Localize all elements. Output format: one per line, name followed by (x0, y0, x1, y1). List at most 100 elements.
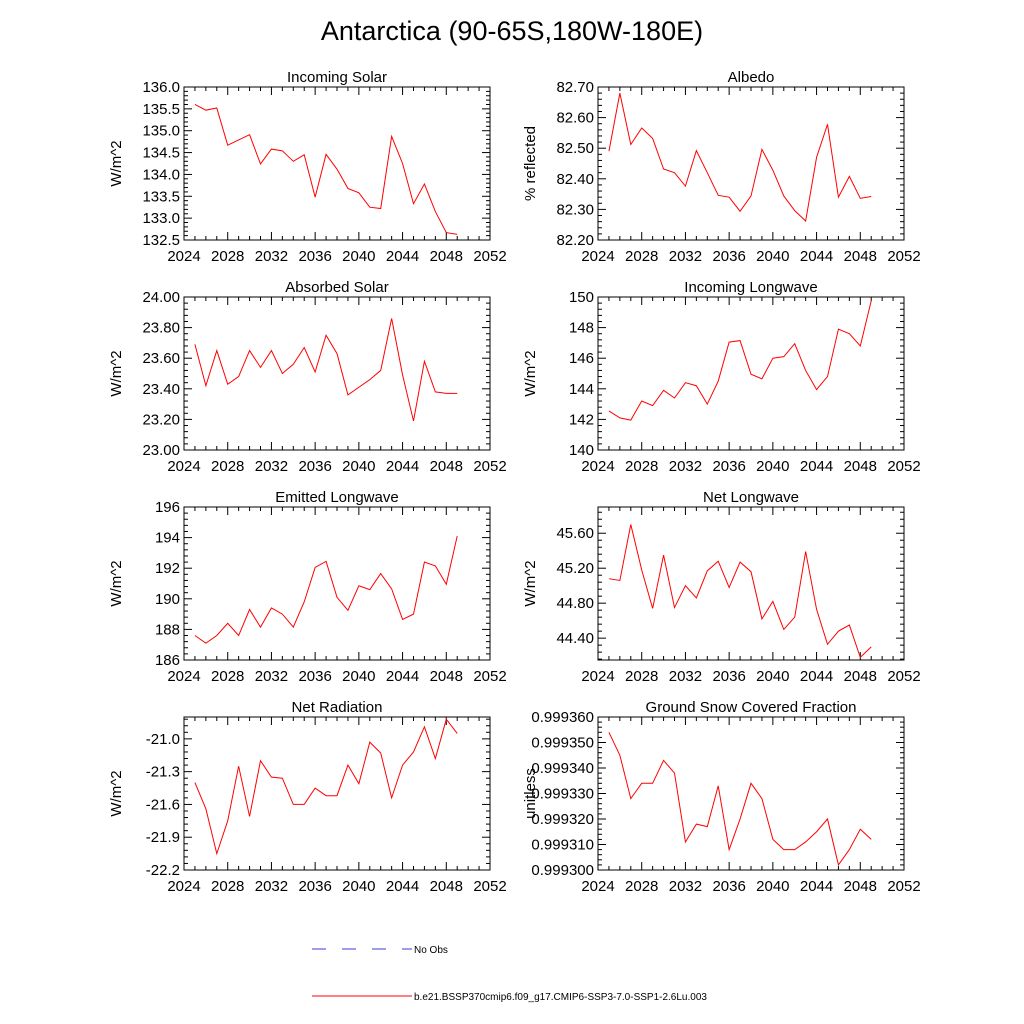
x-tick-label: 2052 (473, 458, 506, 475)
panel-title: Incoming Longwave (684, 279, 817, 296)
panel-net-radiation: Net Radiation W/m^2 2024 2028 2032 2036 2040 20… (108, 699, 507, 895)
x-tick-label: 2052 (887, 248, 920, 265)
x-tick-label: 2044 (386, 248, 419, 265)
y-axis-label: W/m^2 (108, 350, 125, 396)
x-tick-label: 2032 (669, 878, 702, 895)
page-title: Antarctica (90-65S,180W-180E) (321, 16, 703, 46)
plot-frame (597, 716, 905, 871)
panel-incoming-solar: Incoming Solar W/m^2 2024 2028 2032 2036 2040 2… (108, 69, 507, 265)
y-axis-label: W/m^2 (108, 560, 125, 606)
x-tick-label: 2044 (800, 668, 833, 685)
y-tick-label: 148 (569, 320, 594, 337)
x-tick-label: 2036 (298, 458, 331, 475)
x-tick-label: 2032 (255, 458, 288, 475)
plot-frame (183, 506, 491, 661)
x-tick-label: 2040 (756, 668, 789, 685)
panel-title: Albedo (728, 69, 775, 86)
x-tick-label: 2028 (211, 878, 244, 895)
chart-panels: Incoming Solar W/m^2 2024 2028 2032 2036 2040 2… (108, 69, 921, 895)
x-tick-label: 2032 (255, 668, 288, 685)
y-tick-label: 82.60 (556, 110, 594, 127)
x-tick-label: 2032 (669, 458, 702, 475)
series-line-ground-snow-covered-fraction-0 (608, 732, 872, 867)
x-tick-label: 2040 (756, 458, 789, 475)
legend: No Obs b.e21.BSSP370cmip6.f09_g17.CMIP6-… (312, 945, 707, 1003)
x-tick-label: 2048 (430, 878, 463, 895)
x-tick-label: 2044 (800, 248, 833, 265)
y-tick-label: 188 (155, 621, 180, 638)
y-axis-label: W/m^2 (522, 350, 539, 396)
y-tick-label: 192 (155, 560, 180, 577)
plot-frame (183, 86, 491, 241)
y-tick-label: -21.6 (146, 796, 180, 813)
plot-frame (597, 86, 905, 241)
y-tick-label: 134.0 (142, 166, 180, 183)
x-tick-label: 2036 (298, 878, 331, 895)
y-tick-label: 142 (569, 411, 594, 428)
x-tick-label: 2024 (581, 668, 614, 685)
y-tick-label: 0.999310 (531, 837, 594, 854)
y-tick-label: 0.999300 (531, 862, 594, 879)
y-tick-label: -21.9 (146, 829, 180, 846)
y-tick-label: 24.00 (142, 289, 180, 306)
x-tick-label: 2024 (581, 248, 614, 265)
x-tick-label: 2048 (844, 458, 877, 475)
y-tick-label: 196 (155, 499, 180, 516)
x-tick-label: 2052 (887, 668, 920, 685)
legend-obs-label: No Obs (414, 945, 448, 956)
y-tick-label: 194 (155, 530, 180, 547)
panel-title: Emitted Longwave (275, 489, 398, 506)
plot-frame (183, 716, 491, 871)
x-tick-label: 2044 (800, 458, 833, 475)
x-tick-label: 2048 (430, 248, 463, 265)
x-tick-label: 2044 (800, 878, 833, 895)
x-tick-label: 2036 (298, 668, 331, 685)
y-tick-label: 133.0 (142, 210, 180, 227)
x-tick-label: 2044 (386, 458, 419, 475)
x-tick-label: 2024 (167, 668, 200, 685)
x-tick-label: 2028 (211, 248, 244, 265)
y-tick-label: 135.5 (142, 101, 180, 118)
y-tick-label: 82.70 (556, 79, 594, 96)
x-tick-label: 2048 (844, 878, 877, 895)
panel-absorbed-solar: Absorbed Solar W/m^2 2024 2028 2032 2036 2040 2… (108, 279, 507, 475)
y-axis-label: W/m^2 (108, 140, 125, 186)
panel-title: Incoming Solar (287, 69, 387, 86)
x-tick-label: 2028 (211, 458, 244, 475)
x-tick-label: 2028 (625, 458, 658, 475)
x-tick-label: 2048 (430, 668, 463, 685)
x-tick-label: 2052 (473, 878, 506, 895)
y-tick-label: 23.00 (142, 442, 180, 459)
y-tick-label: -22.2 (146, 862, 180, 879)
series-line-emitted-longwave-0 (194, 535, 458, 644)
y-tick-label: 23.40 (142, 381, 180, 398)
x-tick-label: 2024 (581, 458, 614, 475)
y-tick-label: 82.50 (556, 140, 594, 157)
y-tick-label: 0.999330 (531, 786, 594, 803)
y-tick-label: 23.80 (142, 320, 180, 337)
x-tick-label: 2024 (167, 458, 200, 475)
x-tick-label: 2036 (712, 248, 745, 265)
y-tick-label: 82.20 (556, 232, 594, 249)
x-tick-label: 2036 (712, 878, 745, 895)
series-line-albedo-0 (608, 93, 872, 223)
x-tick-label: 2024 (167, 248, 200, 265)
y-axis-label: W/m^2 (522, 560, 539, 606)
x-tick-label: 2044 (386, 878, 419, 895)
y-tick-label: 44.40 (556, 630, 594, 647)
panel-title: Ground Snow Covered Fraction (646, 699, 857, 716)
series-line-incoming-longwave-0 (608, 300, 872, 421)
series-line-net-longwave-0 (608, 524, 872, 659)
panel-incoming-longwave: Incoming Longwave W/m^2 2024 2028 2032 2036 20… (522, 279, 921, 475)
x-tick-label: 2052 (887, 458, 920, 475)
x-tick-label: 2048 (844, 668, 877, 685)
x-tick-label: 2024 (167, 878, 200, 895)
y-tick-label: -21.0 (146, 731, 180, 748)
panel-albedo: Albedo % reflected 2024 2028 2032 2036 2040 204… (522, 69, 921, 265)
x-tick-label: 2040 (756, 248, 789, 265)
x-tick-label: 2040 (342, 248, 375, 265)
series-line-incoming-solar-0 (194, 104, 458, 235)
x-tick-label: 2032 (255, 878, 288, 895)
x-tick-label: 2052 (473, 248, 506, 265)
